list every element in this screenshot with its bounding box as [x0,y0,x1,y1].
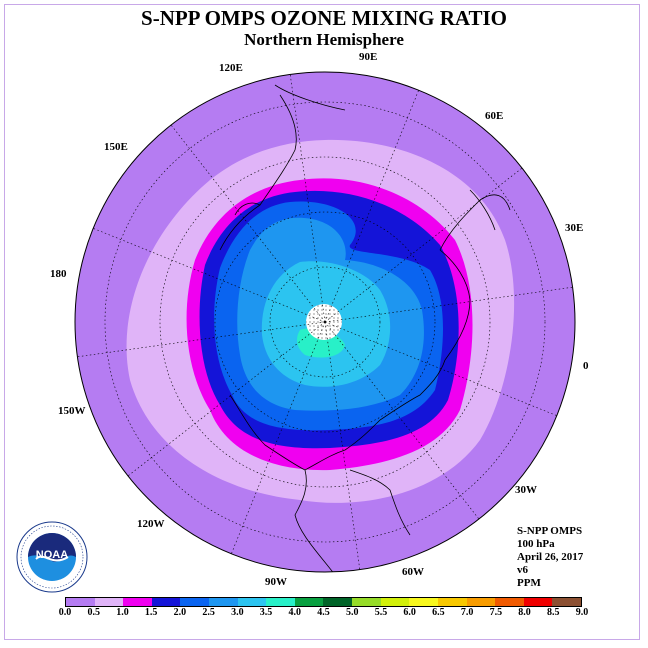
colorbar-swatch-0 [66,598,95,606]
label-150w: 150W [58,405,86,417]
colorbar-tick-label: 2.0 [173,607,187,618]
meridian-line [324,167,523,323]
colorbar-swatch-1 [94,598,124,606]
map-title: S-NPP OMPS OZONE MIXING RATIO [141,6,507,30]
info-version: v6 [517,564,528,576]
colorbar-swatch-3 [151,598,181,606]
colorbar-tick-label: 9.0 [575,607,589,618]
colorbar-tick-label: 6.0 [403,607,416,618]
colorbar-swatch-17 [552,598,581,606]
info-block: S-NPP OMPS 100 hPa April 26, 2017 v6 PPM [517,525,583,590]
info-instrument: S-NPP OMPS [517,525,583,537]
colorbar-swatch-13 [437,598,467,606]
noaa-logo: NOAA [16,521,88,593]
colorbar-tick-label: 2.5 [202,607,215,618]
label-120e: 120E [219,62,243,74]
meridian-line [324,321,361,570]
meridian-line [170,124,326,323]
label-60w: 60W [402,566,424,578]
meridian-line [324,90,419,323]
colorbar-tick-label: 7.5 [489,607,503,618]
meridian-line [93,228,326,323]
figure-frame [4,4,640,640]
colorbar-swatch-15 [495,598,524,606]
colorbar-tick-label: 1.0 [116,607,129,618]
label-120w: 120W [137,518,165,530]
colorbar-swatch-7 [266,598,295,606]
colorbar-tick-label: 6.5 [432,607,445,618]
colorbar-swatch-10 [352,598,381,606]
map-subtitle: Northern Hemisphere [244,30,404,49]
meridian-line [289,74,326,323]
map-boundary [74,71,576,573]
label-90e: 90E [359,51,378,63]
colorbar-tick-label: 5.5 [374,607,388,618]
noaa-logo-graphic [16,521,88,593]
colorbar-tick-label: 1.5 [144,607,158,618]
colorbar-swatch-8 [294,598,324,606]
colorbar-tick-label: 8.0 [518,607,531,618]
meridian-lines [77,74,573,570]
colorbar-swatch-2 [123,598,152,606]
colorbar-tick-label: 4.5 [317,607,330,618]
label-150e: 150E [104,141,128,153]
info-units: PPM [517,577,541,589]
colorbar-tick-label: 7.0 [460,607,474,618]
meridian-line [324,321,480,520]
meridian-line [77,321,326,358]
label-30e: 30E [565,222,584,234]
colorbar-swatch-6 [237,598,267,606]
colorbar-tick-label: 4.0 [288,607,302,618]
colorbar-tick-label: 0.5 [87,607,100,618]
meridian-line [324,286,573,323]
label-60e: 60E [485,110,504,122]
colorbar-tick-label: 8.5 [547,607,560,618]
label-180: 180 [50,268,67,280]
label-30w: 30W [515,484,537,496]
colorbar-swatch-4 [180,598,210,606]
info-date: April 26, 2017 [517,551,584,563]
colorbar-tick-label: 3.0 [231,607,244,618]
meridian-line [231,321,326,554]
colorbar-tick-label: 3.5 [259,607,273,618]
colorbar-swatch-5 [209,598,238,606]
colorbar-swatch-16 [523,598,553,606]
label-90w: 90W [265,576,287,588]
latitude-circles [104,101,546,543]
info-level: 100 hPa [517,538,555,550]
coastlines [219,84,511,572]
colorbar-tick-label: 0.0 [58,607,72,618]
noaa-logo-text: NOAA [35,549,69,561]
colorbar-swatch-9 [323,598,353,606]
colorbar-swatch-11 [380,598,410,606]
colorbar-tick-label: 5.0 [345,607,359,618]
colorbar [65,597,582,607]
meridian-line [127,321,326,477]
label-0: 0 [583,360,589,372]
colorbar-swatch-12 [409,598,438,606]
meridian-line [324,321,557,416]
colorbar-swatch-14 [466,598,496,606]
